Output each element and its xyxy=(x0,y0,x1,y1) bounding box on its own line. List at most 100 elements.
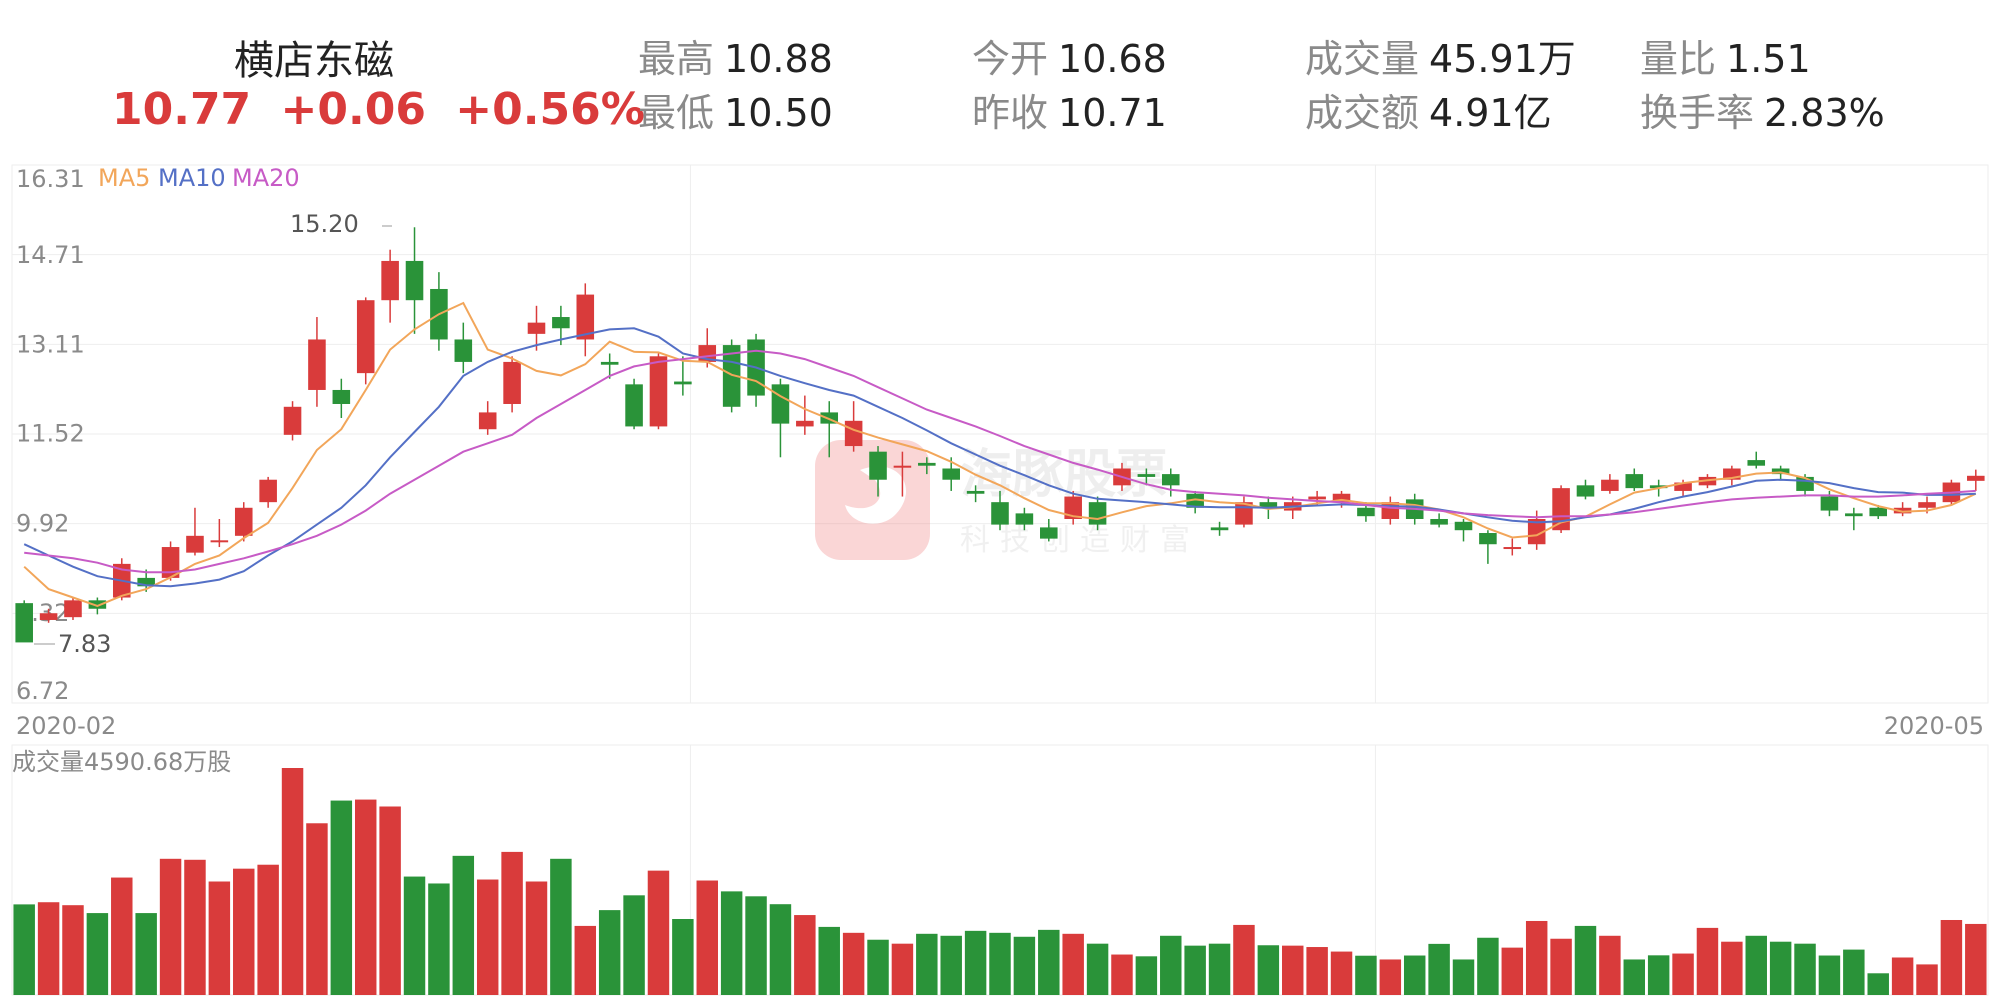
metric-prev-close: 昨收 10.71 xyxy=(972,82,1167,137)
candle-body xyxy=(186,535,204,553)
candle-body xyxy=(1503,547,1522,550)
candle-body xyxy=(405,260,424,301)
price-tick-label: 14.71 xyxy=(16,241,85,269)
candle-body xyxy=(1625,474,1644,489)
watermark-logo-icon xyxy=(815,440,930,560)
candle-body xyxy=(1820,496,1839,511)
candle-body xyxy=(161,547,180,578)
volume-bar xyxy=(598,910,621,995)
candle xyxy=(381,249,399,323)
candle xyxy=(1503,538,1522,556)
volume-bar xyxy=(1038,929,1060,995)
volume-bar xyxy=(1330,951,1353,995)
candle-body xyxy=(1064,496,1082,519)
candle-body xyxy=(576,294,595,340)
candle-body xyxy=(454,339,473,362)
metric-volume: 成交量 45.91万 xyxy=(1305,28,1576,83)
volume-bar xyxy=(525,881,548,995)
candle xyxy=(1869,504,1888,519)
volume-bar xyxy=(306,823,328,995)
x-end-label: 2020-05 xyxy=(1884,712,1984,740)
metric-label: 最高 xyxy=(638,37,715,81)
candles xyxy=(15,227,1985,643)
metric-value: 10.50 xyxy=(724,91,833,135)
legend-ma5: MA5 xyxy=(98,164,150,192)
chart-labels: MA5 MA10 MA20 2020-02 2020-05 成交量4590.68… xyxy=(12,164,1984,776)
volume-bar xyxy=(135,913,157,995)
candle-body xyxy=(674,381,692,385)
candle xyxy=(771,378,790,458)
metric-label: 昨收 xyxy=(972,91,1049,135)
volume-bar xyxy=(159,858,182,995)
volume-bar xyxy=(818,926,840,995)
volume-bar xyxy=(1794,943,1816,995)
candle xyxy=(991,490,1009,531)
candle xyxy=(356,297,375,385)
volume-bar xyxy=(1647,955,1670,995)
candle-body xyxy=(1040,527,1058,539)
candle-body xyxy=(1845,513,1863,517)
candle xyxy=(1381,496,1400,525)
candle xyxy=(527,305,546,351)
candle xyxy=(625,378,643,430)
candle-body xyxy=(1771,468,1790,475)
candle-body xyxy=(1088,502,1107,525)
candle-body xyxy=(1918,502,1936,508)
candle xyxy=(210,518,229,548)
ma5-line xyxy=(23,301,1977,607)
metric-value: 45.91万 xyxy=(1429,37,1576,81)
ma20-line xyxy=(24,349,1976,574)
candle xyxy=(796,395,814,435)
metric-value: 2.83% xyxy=(1764,91,1885,135)
volume-bar xyxy=(428,883,450,995)
volume-bar xyxy=(62,905,84,995)
metric-turnover: 换手率 2.83% xyxy=(1640,82,1885,137)
candle xyxy=(1040,518,1058,542)
price-tick-label: 6.72 xyxy=(16,677,69,705)
volume-bar xyxy=(403,876,426,995)
max-label: 15.20 xyxy=(290,210,359,238)
volume-bar xyxy=(1550,938,1572,995)
volume-bar xyxy=(720,891,743,995)
volume-bar xyxy=(13,904,35,995)
volume-bar xyxy=(330,800,353,995)
candle-body xyxy=(1576,485,1595,497)
metric-volume-ratio: 量比 1.51 xyxy=(1640,28,1811,83)
volume-bar xyxy=(672,919,694,995)
candle-body xyxy=(1967,475,1985,481)
candle xyxy=(1235,496,1253,528)
volume-bar xyxy=(867,939,889,995)
candle xyxy=(1430,513,1448,528)
candle-body xyxy=(820,412,839,424)
candle-body xyxy=(625,384,643,427)
volume-bar xyxy=(769,904,792,995)
volume-bar xyxy=(1818,955,1841,995)
price-change-pct: +0.56% xyxy=(455,84,645,135)
candle-body xyxy=(1747,460,1766,466)
candle xyxy=(478,401,497,435)
volume-bar xyxy=(1867,973,1889,995)
candle xyxy=(1747,451,1766,469)
metric-open: 今开 10.68 xyxy=(972,28,1167,83)
volume-bar xyxy=(842,932,865,995)
volume-bar xyxy=(208,881,231,995)
candle xyxy=(1137,468,1156,486)
price-tick-label: 13.11 xyxy=(16,331,85,359)
volume-bar xyxy=(37,902,60,995)
candle xyxy=(1454,518,1473,542)
volume-bar xyxy=(1891,957,1914,995)
volume-bar xyxy=(1184,945,1206,995)
volume-bar xyxy=(111,877,133,995)
candle xyxy=(332,378,351,419)
candle xyxy=(15,600,33,643)
candle-body xyxy=(966,490,985,494)
volume-bar xyxy=(1111,954,1133,995)
candle-body xyxy=(15,603,33,643)
volume-bar xyxy=(550,858,572,995)
volume-bar xyxy=(1599,935,1621,995)
volume-bar xyxy=(233,868,255,995)
candle-body xyxy=(1308,496,1326,500)
candle xyxy=(234,502,253,542)
candle-body xyxy=(234,507,253,536)
